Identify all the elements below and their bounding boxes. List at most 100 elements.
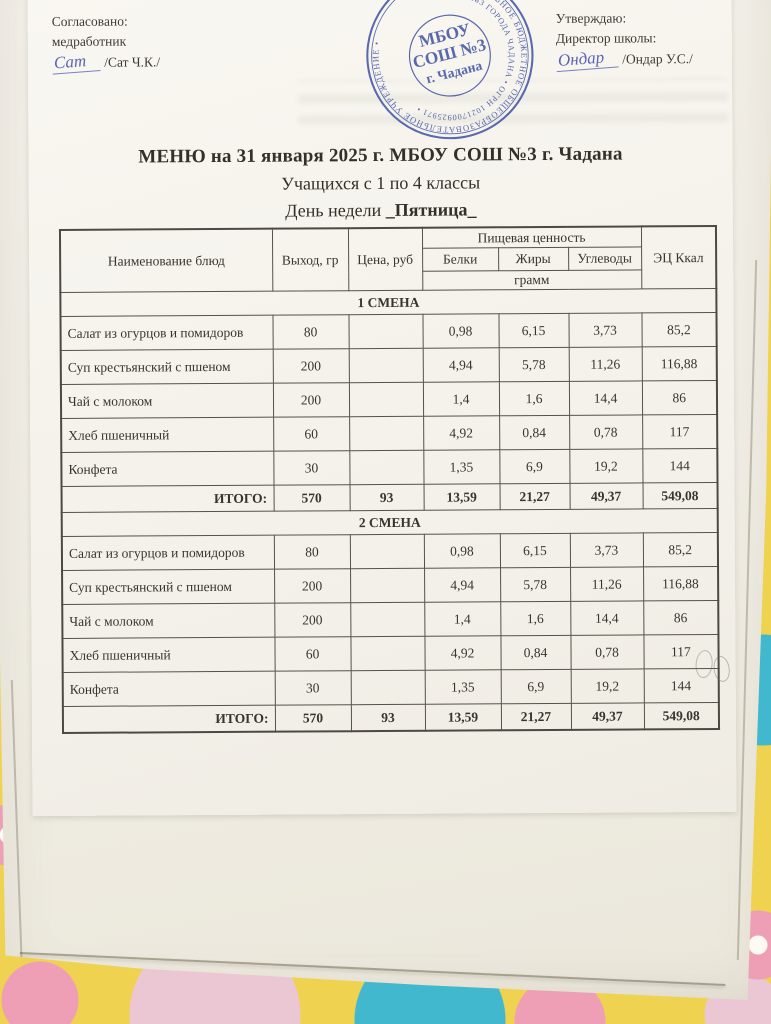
price-cell <box>350 568 425 603</box>
total-row: ИТОГО: 570 93 13,59 21,27 49,37 549,08 <box>61 482 718 513</box>
price-cell <box>350 636 425 671</box>
stamp-graphic: МУНИЦИПАЛЬНОЕ БЮДЖЕТНОЕ ОБЩЕОБРАЗОВАТЕЛЬ… <box>353 0 547 152</box>
fat-cell: 0,84 <box>499 415 570 451</box>
fat-cell: 6,15 <box>499 533 571 569</box>
col-header-protein: Белки <box>422 248 499 272</box>
carbs-cell: 11,26 <box>568 347 642 382</box>
energy-cell: 116,88 <box>641 346 717 382</box>
approval-right-subtitle: Директор школы: <box>555 30 657 47</box>
total-label: ИТОГО: <box>62 705 276 734</box>
approval-right-title: Утверждаю: <box>555 10 627 26</box>
energy-cell: 85,2 <box>641 312 717 348</box>
carbs-cell: 3,73 <box>568 313 642 348</box>
approval-left: Согласовано: медработник Сат/Сат Ч.К./ <box>51 11 267 74</box>
dish-name-cell: Конфета <box>61 451 274 487</box>
menu-sheet: Согласовано: медработник Сат/Сат Ч.К./ У… <box>27 0 737 817</box>
energy-cell: 85,2 <box>642 532 719 568</box>
carbs-cell: 19,2 <box>569 449 643 484</box>
col-header-carbs: Углеводы <box>568 247 642 271</box>
approval-left-title: Согласовано: <box>51 13 128 30</box>
price-cell <box>349 416 424 451</box>
approval-left-subtitle: медработник <box>51 33 127 50</box>
carbs-cell: 19,2 <box>570 669 644 704</box>
output-cell: 60 <box>274 636 351 672</box>
dish-name-cell: Хлеб пшеничный <box>61 417 274 453</box>
menu-title: МЕНЮ на 31 января 2025 г. МБОУ СОШ №3 г.… <box>138 143 623 168</box>
carbs-cell: 0,78 <box>569 415 643 450</box>
approval-right: Утверждаю: Директор школы: Ондар/Ондар У… <box>555 8 706 72</box>
title-block: МЕНЮ на 31 января 2025 г. МБОУ СОШ №3 г.… <box>28 143 732 223</box>
dish-row: Конфета 30 1,35 6,9 19,2 144 <box>61 448 718 487</box>
fat-cell: 1,6 <box>500 601 571 637</box>
carbs-cell: 0,78 <box>570 635 644 670</box>
total-fat: 21,27 <box>499 483 570 511</box>
price-cell <box>349 450 424 485</box>
total-row: ИТОГО: 570 93 13,59 21,27 49,37 549,08 <box>62 702 720 734</box>
fat-cell: 0,84 <box>500 635 571 671</box>
energy-cell: 144 <box>642 448 718 484</box>
fat-cell: 1,6 <box>498 381 570 417</box>
dish-name-cell: Суп крестьянский с пшеном <box>60 349 273 385</box>
menu-day-line: День недели _Пятница_ <box>29 198 733 223</box>
school-round-stamp: МУНИЦИПАЛЬНОЕ БЮДЖЕТНОЕ ОБЩЕОБРАЗОВАТЕЛЬ… <box>345 0 554 160</box>
total-energy: 549,08 <box>642 482 718 510</box>
col-header-dish: Наименование блюд <box>59 228 273 293</box>
fat-cell: 6,9 <box>499 449 570 485</box>
total-carbs: 49,37 <box>570 703 645 731</box>
output-cell: 60 <box>273 416 350 452</box>
carbs-cell: 3,73 <box>569 533 644 568</box>
dish-name-cell: Чай с молоком <box>62 603 275 639</box>
menu-table: Наименование блюд Выход, гр Цена, руб Пи… <box>58 224 721 735</box>
col-header-price: Цена, руб <box>347 227 423 291</box>
output-cell: 80 <box>273 534 351 570</box>
total-output: 570 <box>273 484 350 512</box>
medworker-name: /Сат Ч.К./ <box>104 53 161 70</box>
day-value: _Пятница_ <box>385 199 477 220</box>
total-price: 93 <box>350 704 426 732</box>
total-price: 93 <box>349 484 424 511</box>
price-cell <box>350 602 425 637</box>
total-carbs: 49,37 <box>569 483 643 510</box>
dish-name-cell: Суп крестьянский с пшеном <box>62 569 275 605</box>
energy-cell: 117 <box>642 414 718 450</box>
energy-cell: 86 <box>641 380 718 416</box>
board-frame-groove-bottom <box>19 952 726 987</box>
total-energy: 549,08 <box>643 702 720 730</box>
price-cell <box>349 534 425 569</box>
day-label: День недели <box>285 199 386 221</box>
protein-cell: 0,98 <box>422 314 499 349</box>
menu-subtitle: Учащихся с 1 по 4 классы <box>281 172 481 194</box>
protein-cell: 4,92 <box>424 636 501 671</box>
col-header-nutrition: Пищевая ценность <box>421 226 642 249</box>
dish-row: Суп крестьянский с пшеном 200 4,94 5,78 … <box>62 566 719 605</box>
protein-cell: 4,94 <box>424 568 501 603</box>
protein-cell: 1,35 <box>424 670 501 705</box>
whiteboard: Согласовано: медработник Сат/Сат Ч.К./ У… <box>0 0 771 1000</box>
approval-right-signature-row: Ондар/Ондар У.С./ <box>555 46 706 72</box>
dish-name-cell: Чай с молоком <box>60 383 274 419</box>
energy-cell: 116,88 <box>643 566 719 602</box>
output-cell: 200 <box>272 382 350 418</box>
fat-cell: 6,15 <box>498 313 569 349</box>
output-cell: 200 <box>272 348 349 384</box>
total-protein: 13,59 <box>424 704 502 731</box>
board-frame-groove-right <box>736 260 758 960</box>
director-name: /Ондар У.С./ <box>622 50 693 67</box>
protein-cell: 1,35 <box>423 450 500 485</box>
dish-row: Конфета 30 1,35 6,9 19,2 144 <box>62 668 719 707</box>
fat-cell: 6,9 <box>500 669 571 705</box>
output-cell: 30 <box>274 670 351 706</box>
dish-row: Салат из огурцов и помидоров 80 0,98 6,1… <box>60 312 717 351</box>
energy-cell: 86 <box>643 600 719 636</box>
carbs-cell: 14,4 <box>568 381 643 416</box>
protein-cell: 1,4 <box>422 382 500 417</box>
dish-name-cell: Салат из огурцов и помидоров <box>60 315 273 351</box>
medworker-signature: Сат <box>51 50 101 74</box>
board-frame-groove-left <box>10 680 24 980</box>
output-cell: 200 <box>274 602 351 638</box>
col-header-energy: ЭЦ Ккал <box>640 225 717 290</box>
output-cell: 200 <box>274 568 351 604</box>
dish-row: Суп крестьянский с пшеном 200 4,94 5,78 … <box>60 346 717 385</box>
col-header-fat: Жиры <box>498 247 569 272</box>
dish-row: Чай с молоком 200 1,4 1,6 14,4 86 <box>60 380 718 419</box>
